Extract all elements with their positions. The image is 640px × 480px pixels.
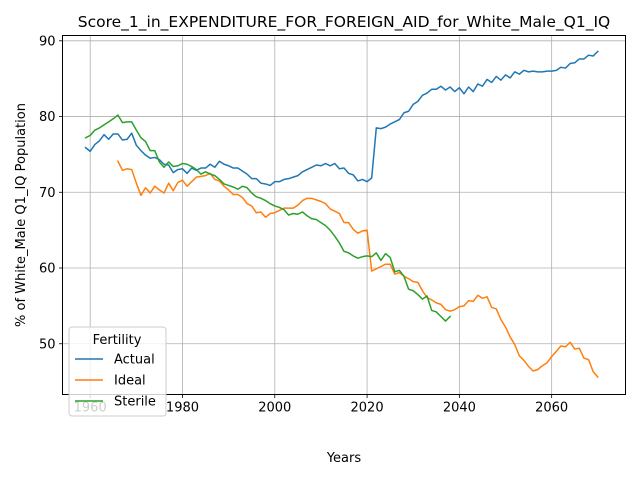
y-axis-label: % of White_Male Q1_IQ Population <box>14 103 29 327</box>
legend-label-sterile: Sterile <box>114 395 156 410</box>
x-tick-label: 2060 <box>535 401 568 416</box>
y-tick-label: 70 <box>39 186 56 201</box>
x-tick-label: 2020 <box>351 401 384 416</box>
y-tick-label: 60 <box>39 262 56 277</box>
legend-label-ideal: Ideal <box>114 374 146 389</box>
series-layer <box>84 50 599 379</box>
plot-frame <box>62 35 626 395</box>
grid <box>62 35 626 395</box>
y-tick-label: 50 <box>39 337 56 352</box>
legend-label-actual: Actual <box>114 353 155 368</box>
axis-ticks: 1960198020002020204020605060708090 <box>39 34 568 415</box>
legend-entries: Actual Ideal Sterile <box>75 353 156 410</box>
x-tick-label: 1980 <box>166 401 199 416</box>
series-line-sterile <box>84 114 452 322</box>
x-tick-label: 2040 <box>443 401 476 416</box>
series-line-ideal <box>116 160 599 379</box>
x-axis-label: Years <box>326 451 362 466</box>
chart-title: Score_1_in_EXPENDITURE_FOR_FOREIGN_AID_f… <box>78 13 610 32</box>
legend-box <box>68 326 167 417</box>
legend-title: Fertility <box>93 333 142 348</box>
series-line-actual <box>84 50 599 187</box>
y-tick-label: 80 <box>39 110 56 125</box>
legend: Fertility Actual Ideal Sterile <box>68 326 167 417</box>
x-tick-label: 2000 <box>258 401 291 416</box>
y-tick-label: 90 <box>39 34 56 49</box>
